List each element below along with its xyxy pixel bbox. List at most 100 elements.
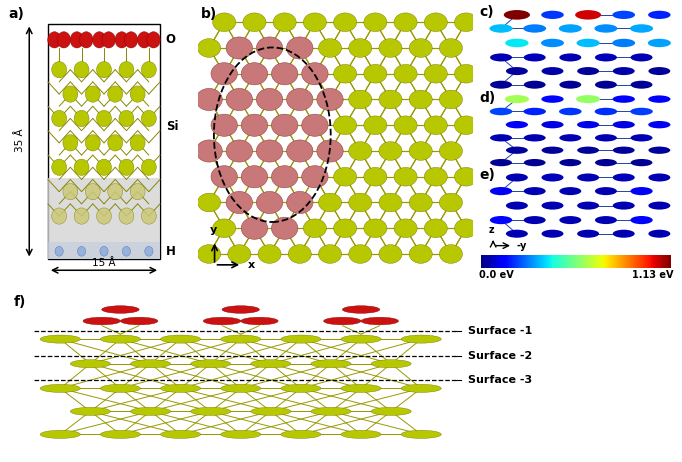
Text: Surface -2: Surface -2 — [468, 351, 532, 360]
Ellipse shape — [141, 159, 156, 176]
Ellipse shape — [85, 135, 100, 151]
Ellipse shape — [559, 108, 582, 115]
Ellipse shape — [198, 39, 221, 57]
Ellipse shape — [147, 32, 160, 48]
Ellipse shape — [649, 67, 670, 75]
Ellipse shape — [577, 230, 599, 238]
Ellipse shape — [524, 159, 546, 166]
Ellipse shape — [70, 360, 110, 368]
Ellipse shape — [241, 166, 267, 188]
Ellipse shape — [213, 13, 236, 31]
Ellipse shape — [576, 95, 600, 103]
Ellipse shape — [70, 32, 84, 48]
Ellipse shape — [317, 140, 343, 162]
Ellipse shape — [256, 37, 283, 59]
Ellipse shape — [541, 39, 564, 47]
Ellipse shape — [648, 95, 670, 103]
Ellipse shape — [222, 306, 259, 313]
Ellipse shape — [524, 54, 546, 61]
Ellipse shape — [524, 108, 546, 115]
Ellipse shape — [379, 245, 402, 263]
Ellipse shape — [97, 61, 111, 78]
Ellipse shape — [364, 167, 387, 186]
Ellipse shape — [630, 24, 653, 33]
Ellipse shape — [83, 317, 121, 325]
Ellipse shape — [559, 24, 582, 33]
Ellipse shape — [211, 166, 237, 188]
Ellipse shape — [559, 81, 581, 89]
Ellipse shape — [130, 183, 145, 200]
Ellipse shape — [504, 10, 530, 20]
Ellipse shape — [100, 335, 140, 343]
Ellipse shape — [576, 39, 599, 47]
Ellipse shape — [333, 13, 357, 31]
Ellipse shape — [648, 121, 670, 128]
Ellipse shape — [439, 90, 462, 109]
Ellipse shape — [631, 81, 653, 89]
Ellipse shape — [221, 335, 261, 343]
Text: O: O — [166, 33, 176, 46]
Ellipse shape — [394, 167, 417, 186]
Ellipse shape — [318, 245, 342, 263]
Ellipse shape — [243, 13, 266, 31]
Ellipse shape — [505, 95, 529, 103]
Ellipse shape — [559, 187, 581, 195]
Ellipse shape — [228, 245, 251, 263]
Ellipse shape — [630, 216, 653, 224]
Ellipse shape — [63, 86, 78, 102]
Text: 15 Å: 15 Å — [92, 258, 116, 268]
Ellipse shape — [490, 108, 512, 115]
Ellipse shape — [577, 201, 599, 210]
Ellipse shape — [198, 193, 221, 212]
Ellipse shape — [281, 430, 321, 438]
Ellipse shape — [649, 146, 670, 154]
Ellipse shape — [333, 64, 357, 83]
Ellipse shape — [115, 32, 128, 48]
Ellipse shape — [130, 135, 145, 151]
Ellipse shape — [341, 430, 381, 438]
Ellipse shape — [288, 245, 311, 263]
Ellipse shape — [93, 32, 106, 48]
Ellipse shape — [649, 230, 670, 238]
Ellipse shape — [74, 159, 89, 176]
Ellipse shape — [271, 63, 298, 85]
Ellipse shape — [130, 86, 145, 102]
Ellipse shape — [439, 245, 462, 263]
Ellipse shape — [303, 13, 327, 31]
Ellipse shape — [74, 208, 89, 224]
Ellipse shape — [595, 187, 617, 195]
Ellipse shape — [401, 384, 441, 392]
Text: a): a) — [9, 7, 25, 21]
Ellipse shape — [506, 173, 528, 182]
Ellipse shape — [318, 193, 342, 212]
Ellipse shape — [542, 230, 563, 238]
Text: c): c) — [479, 6, 494, 19]
Ellipse shape — [108, 135, 123, 151]
Ellipse shape — [74, 110, 89, 127]
Ellipse shape — [559, 216, 581, 224]
Ellipse shape — [55, 246, 63, 256]
Ellipse shape — [612, 39, 635, 47]
Ellipse shape — [349, 245, 372, 263]
Ellipse shape — [124, 32, 138, 48]
Ellipse shape — [595, 108, 617, 115]
Ellipse shape — [409, 90, 432, 109]
Ellipse shape — [349, 39, 372, 57]
Ellipse shape — [160, 384, 201, 392]
Ellipse shape — [221, 430, 261, 438]
Ellipse shape — [490, 159, 512, 166]
Ellipse shape — [333, 116, 357, 134]
Text: Surface -1: Surface -1 — [468, 326, 532, 336]
Ellipse shape — [649, 201, 670, 210]
Ellipse shape — [80, 32, 93, 48]
Bar — [48, 242, 160, 260]
Ellipse shape — [97, 208, 111, 224]
Ellipse shape — [226, 88, 252, 110]
Ellipse shape — [349, 193, 372, 212]
Ellipse shape — [631, 159, 653, 166]
Ellipse shape — [524, 81, 546, 89]
Ellipse shape — [361, 317, 398, 325]
Ellipse shape — [119, 61, 134, 78]
Ellipse shape — [394, 219, 417, 237]
Ellipse shape — [251, 360, 291, 368]
